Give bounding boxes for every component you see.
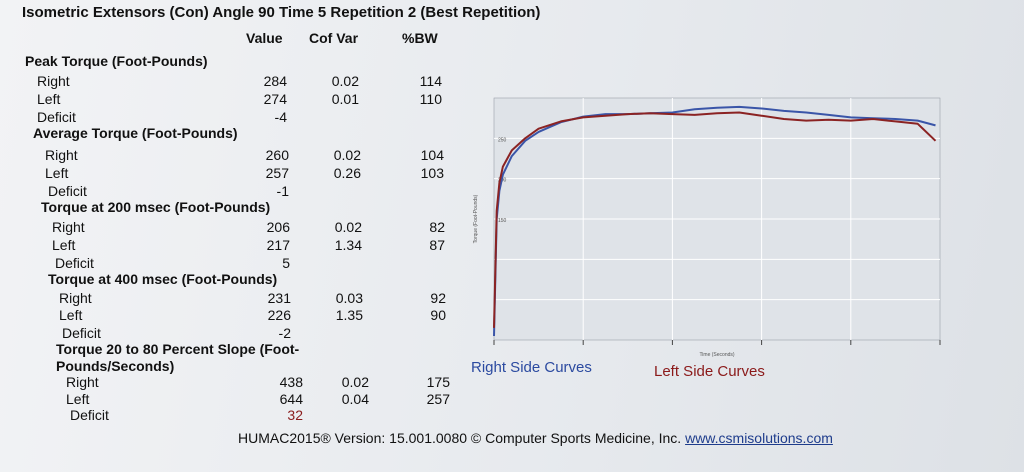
table-row-200-right: Right 206 0.02 82 xyxy=(52,219,482,237)
table-row-200-deficit: Deficit 5 xyxy=(55,255,485,273)
x-axis-label: Time (Seconds) xyxy=(699,352,734,358)
row-label: Right xyxy=(45,147,78,163)
bw-cell: 103 xyxy=(420,165,444,181)
column-header-value: Value xyxy=(246,30,283,46)
table-row-slope-left: Left 644 0.04 257 xyxy=(66,391,496,409)
row-label: Right xyxy=(52,219,85,235)
table-row-peak-deficit: Deficit -4 xyxy=(37,109,467,127)
value-cell: 217 xyxy=(266,237,290,253)
bw-cell: 82 xyxy=(429,219,445,235)
value-cell: 257 xyxy=(265,165,289,181)
cofvar-cell: 0.02 xyxy=(341,374,369,390)
row-label: Left xyxy=(37,91,61,107)
deficit-value: 5 xyxy=(282,255,290,271)
row-label: Left xyxy=(52,237,76,253)
table-row-average-right: Right 260 0.02 104 xyxy=(45,147,475,165)
value-cell: 260 xyxy=(265,147,289,163)
deficit-value: 32 xyxy=(287,407,303,423)
value-cell: 231 xyxy=(267,290,291,306)
row-label: Deficit xyxy=(70,407,109,423)
y-tick-label: 150 xyxy=(498,218,507,224)
bw-cell: 110 xyxy=(419,91,442,107)
value-cell: 284 xyxy=(263,73,287,89)
row-label: Right xyxy=(66,374,99,390)
table-row-400-deficit: Deficit -2 xyxy=(62,325,492,343)
bw-cell: 90 xyxy=(430,307,446,323)
cofvar-cell: 1.34 xyxy=(334,237,362,253)
section-title-slope-line2: Pounds/Seconds) xyxy=(56,358,175,374)
value-cell: 438 xyxy=(279,374,303,390)
y-tick-label: 250 xyxy=(498,137,507,143)
legend-right-side-curves: Right Side Curves xyxy=(471,359,592,376)
cofvar-cell: 0.26 xyxy=(333,165,361,181)
bw-cell: 257 xyxy=(426,391,450,407)
value-cell: 226 xyxy=(267,307,291,323)
row-label: Left xyxy=(59,307,83,323)
table-row-400-right: Right 231 0.03 92 xyxy=(59,290,489,308)
value-cell: 644 xyxy=(279,391,303,407)
series-left-side-curve xyxy=(493,111,937,328)
deficit-value: -4 xyxy=(274,109,287,125)
section-title-torque-400: Torque at 400 msec (Foot-Pounds) xyxy=(48,271,278,287)
cofvar-cell: 0.02 xyxy=(333,147,361,163)
y-axis-label: Torque (Foot-Pounds) xyxy=(473,194,479,243)
table-row-peak-left: Left 274 0.01 110 xyxy=(37,91,467,109)
bw-cell: 92 xyxy=(430,290,446,306)
bw-cell: 104 xyxy=(420,147,444,163)
cofvar-cell: 0.02 xyxy=(334,219,362,235)
footer-text: HUMAC2015® Version: 15.001.0080 © Comput… xyxy=(238,430,682,446)
footer-link[interactable]: www.csmisolutions.com xyxy=(685,430,833,446)
bw-cell: 87 xyxy=(429,237,445,253)
row-label: Right xyxy=(59,290,92,306)
series-right-side-curve xyxy=(493,105,936,337)
table-row-slope-right: Right 438 0.02 175 xyxy=(66,374,496,392)
cofvar-cell: 0.04 xyxy=(341,391,369,407)
table-row-slope-deficit: Deficit 32 xyxy=(70,407,500,425)
legend-left-side-curves: Left Side Curves xyxy=(654,363,765,380)
table-row-400-left: Left 226 1.35 90 xyxy=(59,307,489,325)
table-row-200-left: Left 217 1.34 87 xyxy=(52,237,482,255)
cofvar-cell: 0.02 xyxy=(331,73,359,89)
cofvar-cell: 0.01 xyxy=(331,91,359,107)
footer: HUMAC2015® Version: 15.001.0080 © Comput… xyxy=(238,430,833,446)
value-cell: 274 xyxy=(263,91,287,107)
deficit-value: -2 xyxy=(278,325,291,341)
torque-curve-chart: 250 200 150 Torque (Foot-Pounds) Time (Secon… xyxy=(468,92,948,360)
row-label: Left xyxy=(66,391,90,407)
row-label: Right xyxy=(37,73,70,89)
cofvar-cell: 1.35 xyxy=(335,307,363,323)
section-title-peak-torque: Peak Torque (Foot-Pounds) xyxy=(25,53,208,69)
deficit-value: -1 xyxy=(276,183,289,199)
bw-cell: 175 xyxy=(426,374,450,390)
section-title-average-torque: Average Torque (Foot-Pounds) xyxy=(33,125,238,141)
value-cell: 206 xyxy=(266,219,290,235)
cofvar-cell: 0.03 xyxy=(335,290,363,306)
column-header-cofvar: Cof Var xyxy=(309,30,359,46)
table-row-average-left: Left 257 0.26 103 xyxy=(45,165,475,183)
table-row-average-deficit: Deficit -1 xyxy=(48,183,478,201)
row-label: Deficit xyxy=(62,325,101,341)
row-label: Left xyxy=(45,165,69,181)
table-row-peak-right: Right 284 0.02 114 xyxy=(37,73,467,91)
bw-cell: 114 xyxy=(419,73,442,89)
report-title: Isometric Extensors (Con) Angle 90 Time … xyxy=(22,4,541,21)
section-title-slope-line1: Torque 20 to 80 Percent Slope (Foot- xyxy=(56,341,300,357)
row-label: Deficit xyxy=(48,183,87,199)
column-header-bw: %BW xyxy=(402,30,438,46)
section-title-torque-200: Torque at 200 msec (Foot-Pounds) xyxy=(41,199,271,215)
row-label: Deficit xyxy=(55,255,94,271)
row-label: Deficit xyxy=(37,109,76,125)
